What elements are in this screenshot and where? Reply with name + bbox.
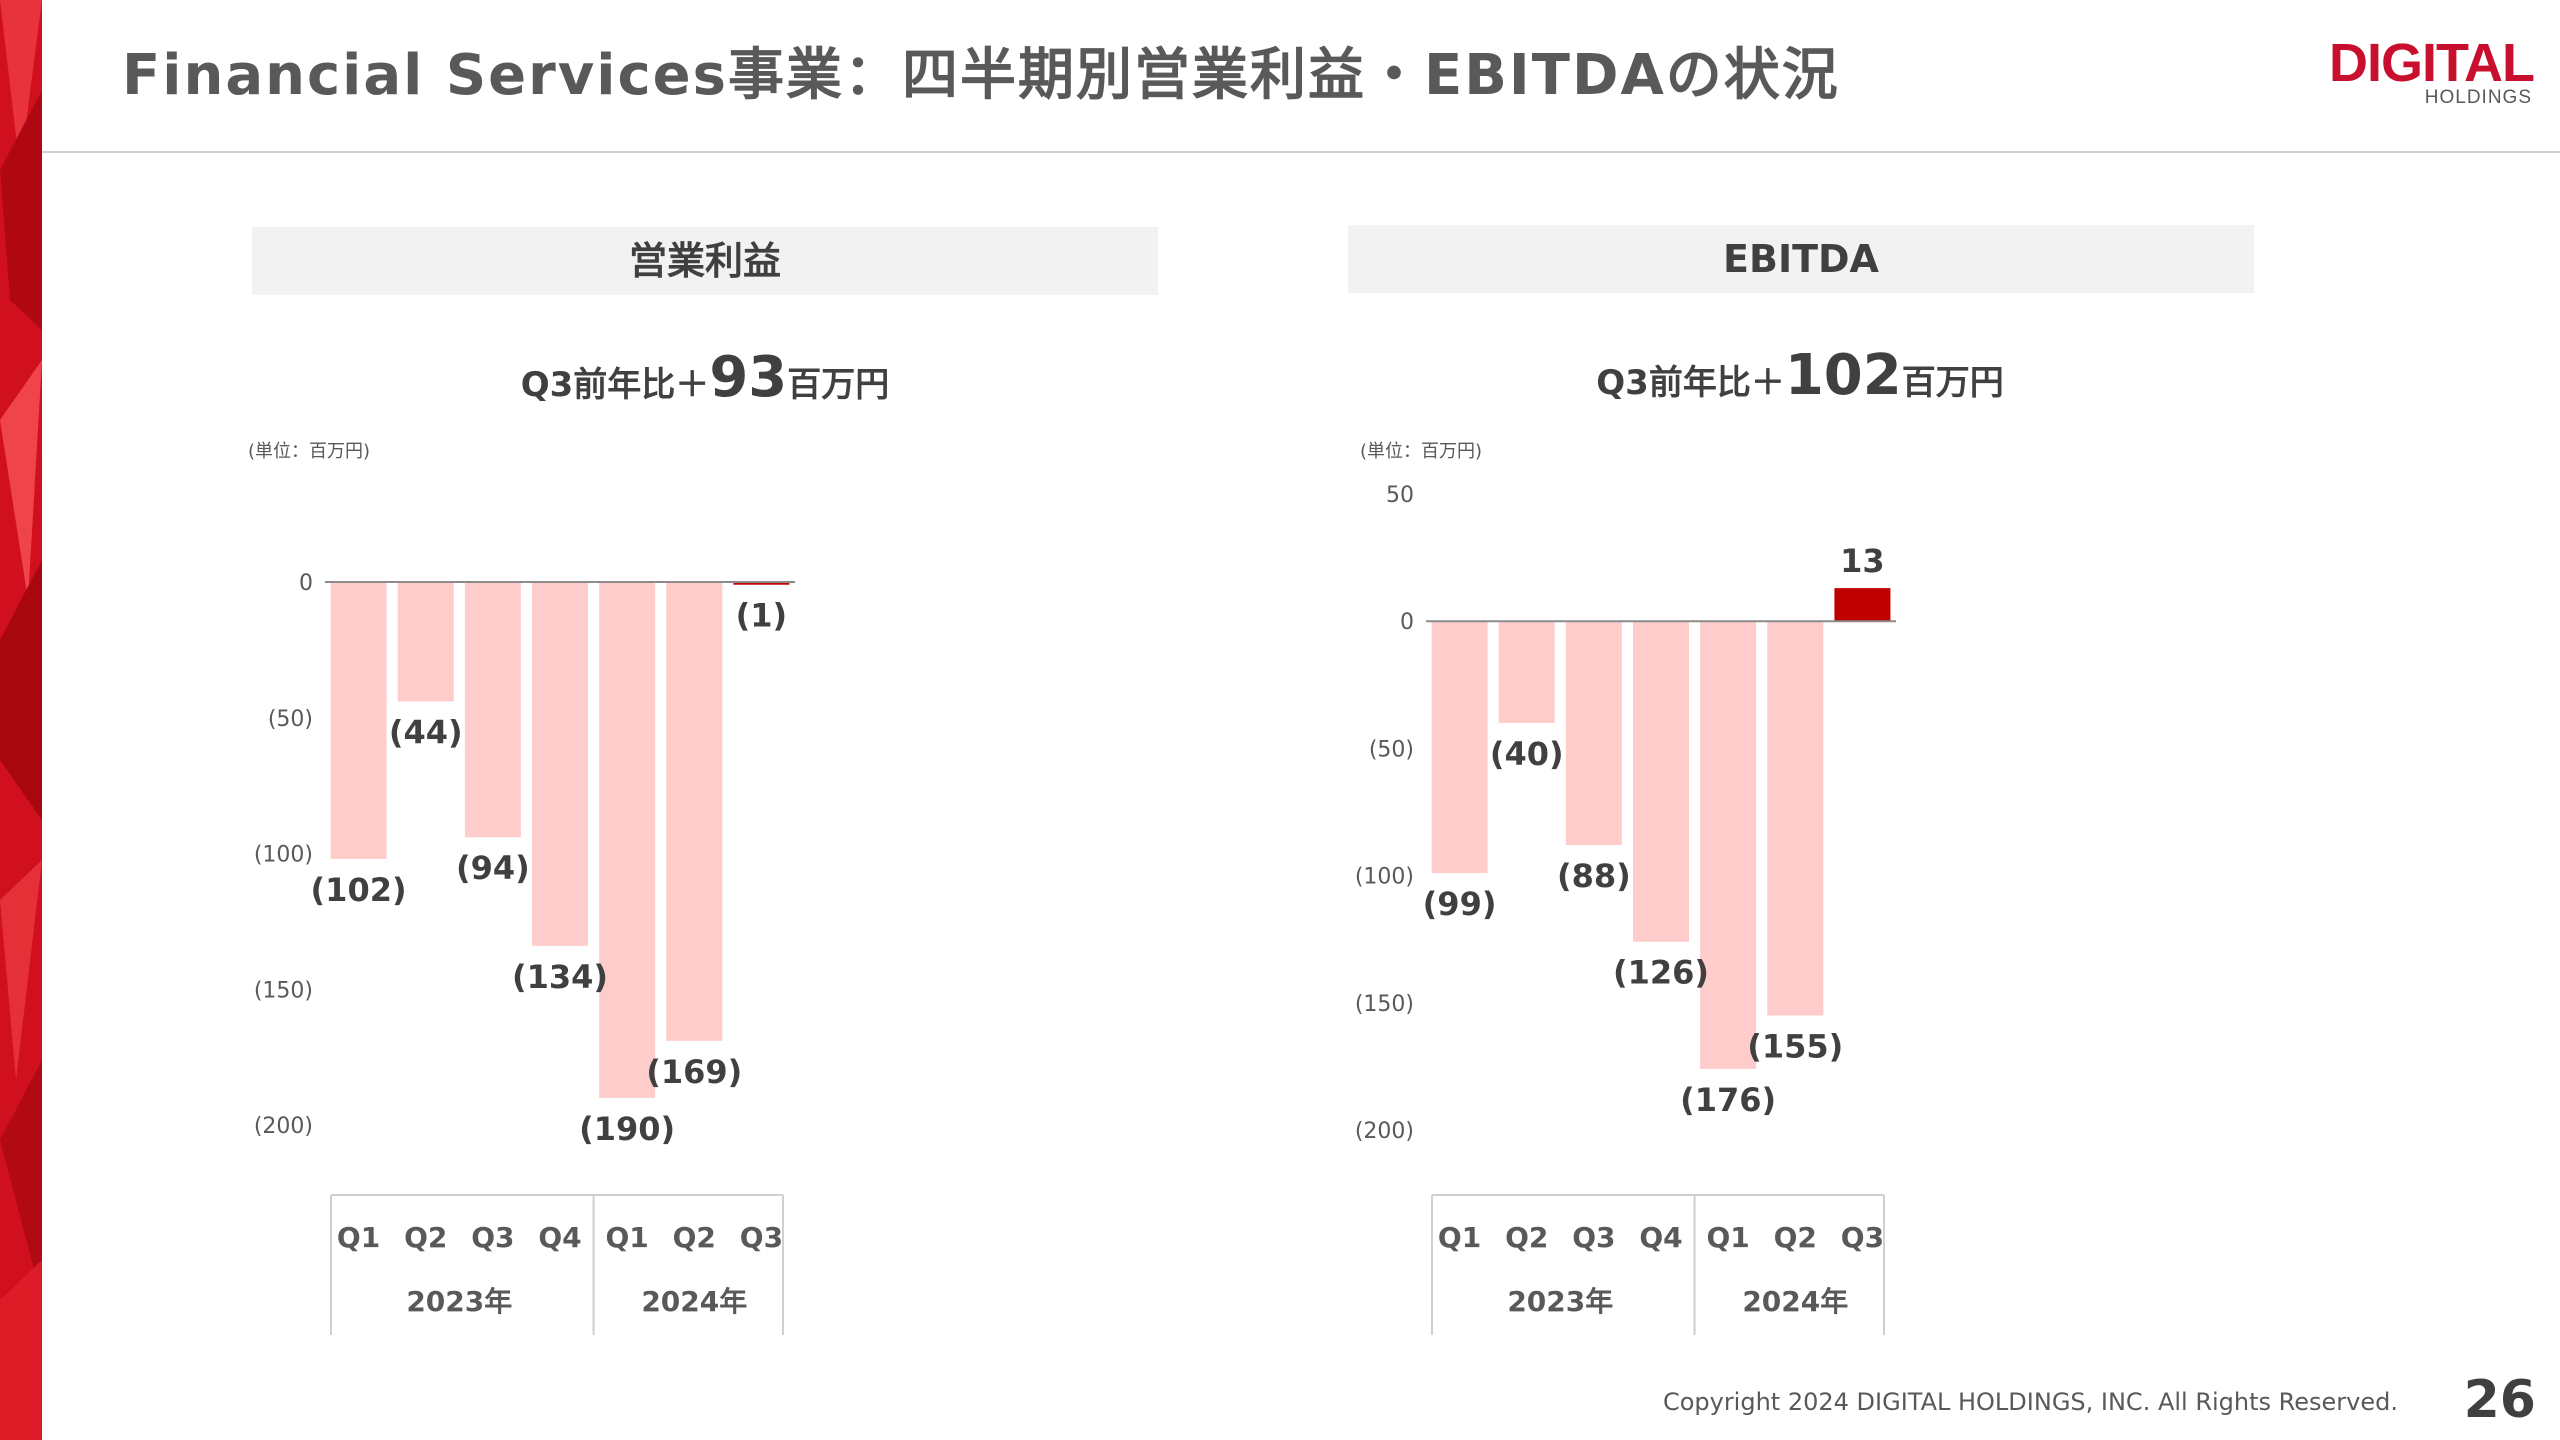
- data-label: (126): [1613, 954, 1709, 992]
- bar: [1700, 621, 1757, 1069]
- ebitda-header: EBITDA: [1348, 225, 2254, 293]
- y-tick-label: (50): [1369, 737, 1414, 762]
- y-tick-label: 0: [1400, 610, 1414, 635]
- category-tick-label: Q4: [1639, 1221, 1682, 1254]
- y-tick-label: (100): [1355, 865, 1414, 890]
- bar: [464, 582, 521, 838]
- logo-wordmark: DIGITAL: [2329, 33, 2535, 93]
- category-tick-label: Q3: [740, 1221, 783, 1254]
- yoy-number: 102: [1784, 343, 1902, 408]
- data-label: (190): [579, 1110, 675, 1148]
- bar: [666, 582, 723, 1041]
- yoy-unit: 百万円: [787, 365, 890, 405]
- y-tick-label: (200): [1355, 1119, 1414, 1144]
- bar: [397, 582, 454, 702]
- category-tick-label: Q2: [404, 1221, 447, 1254]
- title-divider: [42, 151, 2560, 153]
- data-label: (88): [1557, 857, 1631, 895]
- ebitda-chart: 50 0 (50) (100) (150) (200) (99) (40) (88) (126) (…: [1355, 483, 1896, 1335]
- data-label: (1): [736, 597, 788, 635]
- category-tick-label: Q1: [605, 1221, 648, 1254]
- data-label: (169): [646, 1053, 742, 1091]
- bar: [1767, 621, 1824, 1016]
- data-label: (102): [311, 871, 407, 909]
- bar: [599, 582, 656, 1098]
- y-tick-label: (150): [254, 978, 313, 1003]
- year-group-label: 2024年: [641, 1285, 747, 1318]
- category-tick-label: Q1: [1706, 1221, 1749, 1254]
- bar: [1431, 621, 1488, 874]
- yoy-unit: 百万円: [1901, 363, 2004, 403]
- data-label: (134): [512, 958, 608, 996]
- yoy-prefix: Q3前年比＋: [1596, 363, 1785, 403]
- category-tick-label: Q1: [337, 1221, 380, 1254]
- data-label: (94): [456, 849, 530, 887]
- operating-profit-chart: 0 (50) (100) (150) (200) (102) (44) (94) (134) (1…: [254, 571, 795, 1335]
- bar: [1498, 621, 1555, 723]
- category-tick-label: Q3: [471, 1221, 514, 1254]
- bar: [532, 582, 588, 946]
- y-tick-label: 0: [299, 571, 313, 596]
- company-logo: DIGITAL HOLDINGS: [2284, 32, 2535, 112]
- category-tick-label: Q4: [538, 1221, 581, 1254]
- category-tick-label: Q3: [1572, 1221, 1615, 1254]
- year-group-label: 2023年: [406, 1285, 512, 1318]
- y-tick-label: (150): [1355, 992, 1414, 1017]
- logo-subtext: HOLDINGS: [2424, 87, 2532, 108]
- y-tick-label: (200): [254, 1114, 313, 1139]
- yoy-prefix: Q3前年比＋: [520, 365, 710, 405]
- page-title: Financial Services事業：四半期別営業利益・EBITDAの状況: [122, 43, 1840, 108]
- year-group-label: 2024年: [1742, 1285, 1848, 1318]
- category-tick-label: Q1: [1438, 1221, 1481, 1254]
- year-group-label: 2023年: [1507, 1285, 1613, 1318]
- bar: [330, 582, 387, 859]
- yoy-number: 93: [709, 345, 788, 410]
- category-tick-label: Q3: [1841, 1221, 1884, 1254]
- bar: [1633, 621, 1689, 942]
- data-label: (155): [1747, 1028, 1843, 1066]
- data-label: (176): [1680, 1081, 1776, 1119]
- data-label: (99): [1423, 885, 1497, 923]
- data-label: (44): [389, 713, 463, 751]
- decorative-red-band: [0, 0, 42, 1440]
- unit-note: (単位：百万円): [1360, 441, 1483, 462]
- copyright-notice: Copyright 2024 DIGITAL HOLDINGS, INC. Al…: [1662, 1388, 2398, 1416]
- bar: [1834, 588, 1891, 622]
- y-tick-label: (50): [268, 707, 313, 732]
- category-tick-label: Q2: [673, 1221, 716, 1254]
- bar: [1565, 621, 1622, 846]
- y-tick-label: (100): [254, 843, 313, 868]
- category-tick-label: Q2: [1774, 1221, 1817, 1254]
- page-number: 26: [2463, 1370, 2536, 1430]
- y-tick-label: 50: [1386, 483, 1414, 508]
- data-label: 13: [1840, 542, 1885, 580]
- category-tick-label: Q2: [1505, 1221, 1548, 1254]
- operating-profit-header: 営業利益: [252, 227, 1158, 295]
- ebitda-yoy: Q3前年比＋102百万円: [1450, 343, 2150, 408]
- bar: [733, 582, 790, 585]
- operating-profit-yoy: Q3前年比＋93百万円: [355, 345, 1055, 410]
- unit-note: (単位：百万円): [248, 441, 371, 462]
- data-label: (40): [1490, 735, 1564, 773]
